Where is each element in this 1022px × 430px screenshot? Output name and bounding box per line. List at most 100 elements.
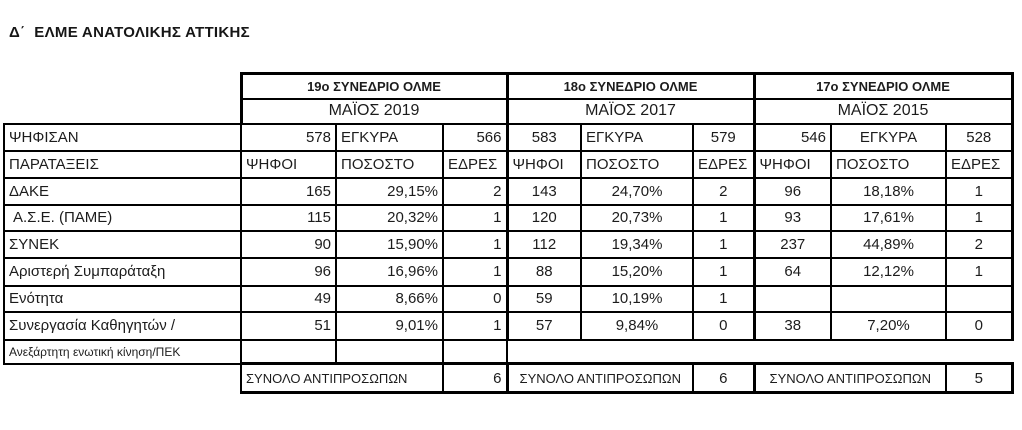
seats-cell: 0 (442, 284, 508, 313)
table-row: Συνεργασία Καθηγητών / 51 9,01% 1 57 9,8… (3, 310, 1014, 341)
table-row: Α.Σ.Ε. (ΠΑΜΕ) 115 20,32% 1 120 20,73% 1 … (3, 203, 1014, 232)
percent-header-2015: ΠΟΣΟΣΤΟ (830, 149, 947, 179)
seats-cell: 1 (692, 256, 755, 287)
votes-header-2019: ΨΗΦΟΙ (240, 149, 337, 179)
total-label-2015: ΣΥΝΟΛΟ ΑΝΤΙΠΡΟΣΩΠΩΝ (752, 362, 947, 394)
blank-area (754, 340, 1012, 364)
faction-name: Ανεξάρτητη ενωτική κίνηση/ΠΕΚ (3, 338, 242, 365)
votes-cell: 88 (505, 256, 582, 287)
valid-2017: 579 (692, 122, 755, 152)
votes-cell: 49 (240, 284, 337, 313)
table-row: ΣΥΝΕΚ 90 15,90% 1 112 19,34% 1 237 44,89… (3, 229, 1014, 259)
votes-cell: 143 (505, 176, 582, 206)
valid-2019: 566 (442, 122, 508, 152)
congress-19-header: 19ο ΣΥΝΕΔΡΙΟ ΟΛΜΕ (239, 72, 508, 100)
percent-header-2019: ΠΟΣΟΣΤΟ (335, 149, 444, 179)
total-value-2015: 5 (945, 362, 1014, 394)
percent-cell: 10,19% (580, 284, 694, 313)
blank-area (507, 340, 754, 364)
percent-cell (830, 284, 947, 313)
votes-cell: 120 (505, 203, 582, 232)
congress-18-header: 18ο ΣΥΝΕΔΡΙΟ ΟΛΜΕ (505, 72, 755, 100)
votes-cell: 90 (240, 229, 337, 259)
votes-cell (240, 338, 337, 365)
table-row: Ανεξάρτητη ενωτική κίνηση/ΠΕΚ (3, 338, 1012, 365)
percent-cell: 9,84% (580, 310, 694, 341)
seats-cell (442, 338, 508, 365)
faction-name: ΣΥΝΕΚ (3, 229, 242, 259)
percent-cell: 16,96% (335, 256, 444, 287)
faction-name: ΔΑΚΕ (3, 176, 242, 206)
seats-cell (945, 284, 1014, 313)
seats-cell: 1 (692, 229, 755, 259)
corner-blank (4, 74, 241, 99)
percent-cell: 18,18% (830, 176, 947, 206)
voted-2015: 546 (752, 122, 832, 152)
seats-cell: 1 (945, 203, 1014, 232)
votes-cell: 38 (752, 310, 832, 341)
votes-header-2017: ΨΗΦΟΙ (505, 149, 582, 179)
seats-cell: 1 (442, 310, 508, 341)
corner-blank (4, 99, 241, 124)
total-label-2019: ΣΥΝΟΛΟ ΑΝΤΙΠΡΟΣΩΠΩΝ (240, 362, 444, 394)
percent-cell: 15,20% (580, 256, 694, 287)
seats-cell: 2 (945, 229, 1014, 259)
voted-2017: 583 (505, 122, 582, 152)
seats-cell: 1 (945, 176, 1014, 206)
page-title: Δ΄ ΕΛΜΕ ΑΝΑΤΟΛΙΚΗΣ ΑΤΤΙΚΗΣ (9, 24, 250, 41)
percent-cell: 7,20% (830, 310, 947, 341)
seats-cell: 2 (442, 176, 508, 206)
percent-cell (335, 338, 444, 365)
congress-17-date: ΜΑΪΟΣ 2015 (752, 97, 1014, 125)
total-value-2019: 6 (442, 362, 508, 394)
factions-label: ΠΑΡΑΤΑΞΕΙΣ (3, 149, 242, 179)
table-row: Ενότητα 49 8,66% 0 59 10,19% 1 (3, 284, 1014, 313)
votes-cell: 96 (752, 176, 832, 206)
congress-19-date: ΜΑΪΟΣ 2019 (239, 97, 508, 125)
seats-cell: 1 (692, 284, 755, 313)
faction-name: Α.Σ.Ε. (ΠΑΜΕ) (3, 203, 242, 232)
valid-label-2015: ΕΓΚΥΡΑ (830, 122, 947, 152)
table-row: ΔΑΚΕ 165 29,15% 2 143 24,70% 2 96 18,18%… (3, 176, 1014, 206)
percent-cell: 15,90% (335, 229, 444, 259)
percent-cell: 44,89% (830, 229, 947, 259)
votes-cell: 93 (752, 203, 832, 232)
votes-cell: 51 (240, 310, 337, 341)
percent-cell: 29,15% (335, 176, 444, 206)
faction-name: Συνεργασία Καθηγητών / (3, 310, 242, 341)
percent-cell: 20,73% (580, 203, 694, 232)
votes-cell: 165 (240, 176, 337, 206)
seats-cell: 0 (692, 310, 755, 341)
seats-cell: 1 (945, 256, 1014, 287)
seats-header-2017: ΕΔΡΕΣ (692, 149, 755, 179)
total-label-2017: ΣΥΝΟΛΟ ΑΝΤΙΠΡΟΣΩΠΩΝ (505, 362, 694, 394)
votes-cell: 59 (505, 284, 582, 313)
seats-header-2019: ΕΔΡΕΣ (442, 149, 508, 179)
seats-cell: 1 (692, 203, 755, 232)
seats-cell: 1 (442, 256, 508, 287)
seats-cell: 0 (945, 310, 1014, 341)
voted-2019: 578 (240, 122, 337, 152)
votes-cell (752, 284, 832, 313)
percent-cell: 12,12% (830, 256, 947, 287)
seats-cell: 1 (442, 203, 508, 232)
total-value-2017: 6 (692, 362, 755, 394)
faction-name: Αριστερή Συμπαράταξη (3, 256, 242, 287)
percent-cell: 9,01% (335, 310, 444, 341)
votes-cell: 112 (505, 229, 582, 259)
percent-cell: 8,66% (335, 284, 444, 313)
blank-area (4, 364, 241, 393)
seats-cell: 2 (692, 176, 755, 206)
congress-18-date: ΜΑΪΟΣ 2017 (505, 97, 755, 125)
votes-cell: 96 (240, 256, 337, 287)
seats-cell: 1 (442, 229, 508, 259)
faction-name: Ενότητα (3, 284, 242, 313)
percent-header-2017: ΠΟΣΟΣΤΟ (580, 149, 694, 179)
voted-label: ΨΗΦΙΣΑΝ (3, 122, 242, 152)
percent-cell: 19,34% (580, 229, 694, 259)
votes-cell: 64 (752, 256, 832, 287)
votes-cell: 237 (752, 229, 832, 259)
valid-2015: 528 (945, 122, 1014, 152)
percent-cell: 24,70% (580, 176, 694, 206)
table-row: Αριστερή Συμπαράταξη 96 16,96% 1 88 15,2… (3, 256, 1014, 287)
